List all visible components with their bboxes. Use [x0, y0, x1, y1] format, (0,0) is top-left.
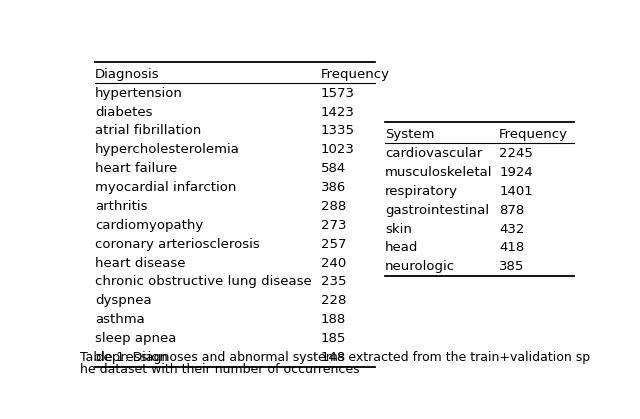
Text: sleep apnea: sleep apnea	[95, 332, 176, 345]
Text: chronic obstructive lung disease: chronic obstructive lung disease	[95, 275, 312, 288]
Text: 288: 288	[321, 200, 346, 213]
Text: 878: 878	[499, 204, 524, 217]
Text: 1423: 1423	[321, 106, 355, 119]
Text: 185: 185	[321, 332, 346, 345]
Text: neurologic: neurologic	[385, 260, 455, 273]
Text: musculoskeletal: musculoskeletal	[385, 166, 493, 179]
Text: 432: 432	[499, 222, 525, 235]
Text: he dataset with their number of occurrences: he dataset with their number of occurren…	[80, 363, 360, 376]
Text: 188: 188	[321, 313, 346, 326]
Text: myocardial infarction: myocardial infarction	[95, 181, 236, 194]
Text: 385: 385	[499, 260, 525, 273]
Text: 418: 418	[499, 241, 524, 254]
Text: 1401: 1401	[499, 185, 533, 198]
Text: 1335: 1335	[321, 124, 355, 137]
Text: 273: 273	[321, 219, 346, 232]
Text: asthma: asthma	[95, 313, 145, 326]
Text: dyspnea: dyspnea	[95, 294, 152, 307]
Text: cardiovascular: cardiovascular	[385, 147, 483, 160]
Text: 2245: 2245	[499, 147, 533, 160]
Text: 257: 257	[321, 238, 346, 251]
Text: Table 1: Diagnoses and abnormal systems extracted from the train+validation sp: Table 1: Diagnoses and abnormal systems …	[80, 351, 590, 364]
Text: cardiomyopathy: cardiomyopathy	[95, 219, 203, 232]
Text: gastrointestinal: gastrointestinal	[385, 204, 489, 217]
Text: 1023: 1023	[321, 143, 355, 156]
Text: skin: skin	[385, 222, 412, 235]
Text: 240: 240	[321, 256, 346, 269]
Text: coronary arteriosclerosis: coronary arteriosclerosis	[95, 238, 260, 251]
Text: heart failure: heart failure	[95, 162, 177, 175]
Text: 148: 148	[321, 351, 346, 364]
Text: Frequency: Frequency	[321, 67, 390, 80]
Text: heart disease: heart disease	[95, 256, 186, 269]
Text: 1573: 1573	[321, 87, 355, 100]
Text: depression: depression	[95, 351, 168, 364]
Text: hypercholesterolemia: hypercholesterolemia	[95, 143, 240, 156]
Text: 228: 228	[321, 294, 346, 307]
Text: 235: 235	[321, 275, 346, 288]
Text: diabetes: diabetes	[95, 106, 152, 119]
Text: System: System	[385, 128, 435, 141]
Text: 1924: 1924	[499, 166, 533, 179]
Text: atrial fibrillation: atrial fibrillation	[95, 124, 201, 137]
Text: Diagnosis: Diagnosis	[95, 67, 159, 80]
Text: 584: 584	[321, 162, 346, 175]
Text: hypertension: hypertension	[95, 87, 183, 100]
Text: arthritis: arthritis	[95, 200, 147, 213]
Text: head: head	[385, 241, 419, 254]
Text: Frequency: Frequency	[499, 128, 568, 141]
Text: 386: 386	[321, 181, 346, 194]
Text: respiratory: respiratory	[385, 185, 458, 198]
